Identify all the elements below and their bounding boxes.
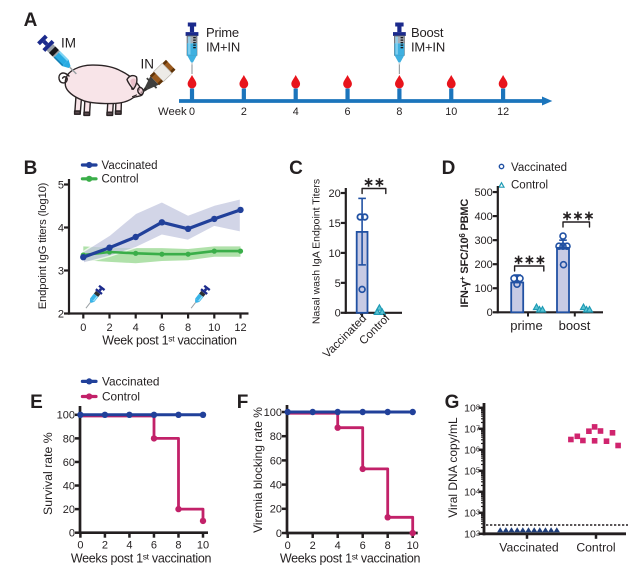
svg-text:Week post 1st vaccination: Week post 1st vaccination [102,334,237,348]
svg-text:2: 2 [58,308,64,320]
svg-text:Nasal wash IgA Endpoint Titers: Nasal wash IgA Endpoint Titers [311,179,323,324]
svg-text:10: 10 [197,540,209,552]
svg-text:Endpoint IgG titers (log10): Endpoint IgG titers (log10) [37,182,49,309]
svg-text:80: 80 [270,431,282,443]
svg-text:107: 107 [464,423,480,435]
svg-text:2: 2 [106,322,112,334]
svg-text:15: 15 [329,218,341,230]
svg-text:103: 103 [464,507,480,519]
svg-text:4: 4 [335,540,341,552]
svg-text:∗∗: ∗∗ [363,175,385,190]
svg-text:2: 2 [102,540,108,552]
svg-text:6: 6 [345,106,351,118]
svg-text:0: 0 [285,540,291,552]
svg-text:105: 105 [464,465,480,477]
svg-text:60: 60 [63,457,75,469]
svg-text:Control: Control [511,180,548,192]
svg-text:G: G [445,392,460,413]
svg-text:3: 3 [58,265,64,277]
svg-text:400: 400 [474,211,492,223]
svg-text:Viral DNA copy/mL: Viral DNA copy/mL [446,417,460,518]
svg-text:prime: prime [510,318,543,333]
svg-text:5: 5 [335,278,341,290]
svg-text:104: 104 [464,486,480,498]
svg-text:D: D [442,158,456,179]
svg-text:Vaccinated: Vaccinated [102,160,158,172]
svg-text:C: C [289,158,303,179]
svg-text:108: 108 [464,402,480,414]
svg-text:20: 20 [270,504,282,516]
svg-text:2: 2 [241,106,247,118]
svg-text:IN: IN [141,57,155,72]
svg-text:6: 6 [159,322,165,334]
svg-text:102: 102 [464,528,480,540]
svg-text:100: 100 [57,410,75,422]
svg-text:IM+IN: IM+IN [411,40,445,55]
svg-text:300: 300 [474,235,492,247]
svg-text:Vaccinated: Vaccinated [511,162,567,174]
svg-text:4: 4 [126,540,132,552]
svg-text:40: 40 [270,480,282,492]
svg-text:Weeks post 1st vaccination: Weeks post 1st vaccination [71,552,212,566]
svg-text:4: 4 [133,322,139,334]
svg-text:A: A [24,10,38,31]
svg-text:6: 6 [360,540,366,552]
svg-text:200: 200 [474,259,492,271]
svg-text:0: 0 [276,528,282,540]
svg-text:Prime: Prime [206,25,239,40]
svg-text:20: 20 [329,188,341,200]
svg-text:Survival rate %: Survival rate % [41,432,55,515]
svg-text:8: 8 [185,322,191,334]
svg-text:6: 6 [151,540,157,552]
svg-text:8: 8 [396,106,402,118]
svg-text:10: 10 [329,248,341,260]
svg-text:10: 10 [407,540,419,552]
svg-text:5: 5 [58,179,64,191]
svg-text:IM+IN: IM+IN [206,40,240,55]
svg-text:0: 0 [487,307,493,319]
svg-text:Control: Control [102,389,140,403]
svg-text:Week: Week [158,106,187,118]
svg-text:12: 12 [497,106,509,118]
svg-text:Vaccinated: Vaccinated [499,541,558,555]
svg-text:500: 500 [474,187,492,199]
svg-text:Control: Control [576,541,615,555]
svg-text:∗∗∗: ∗∗∗ [562,208,595,223]
svg-text:E: E [30,392,43,413]
svg-text:Weeks post 1st vaccination: Weeks post 1st vaccination [280,552,421,566]
svg-text:F: F [237,392,249,413]
svg-text:Vaccinated: Vaccinated [102,374,160,388]
svg-text:4: 4 [58,222,64,234]
svg-text:10: 10 [445,106,457,118]
svg-text:Boost: Boost [411,25,444,40]
svg-text:20: 20 [63,504,75,516]
svg-text:40: 40 [63,480,75,492]
svg-text:boost: boost [559,318,591,333]
svg-text:12: 12 [234,322,246,334]
svg-text:0: 0 [69,528,75,540]
svg-text:IM: IM [61,36,76,51]
svg-text:0: 0 [77,540,83,552]
svg-text:100: 100 [474,283,492,295]
svg-text:100: 100 [264,407,282,419]
svg-text:8: 8 [385,540,391,552]
svg-text:4: 4 [293,106,299,118]
svg-text:0: 0 [189,106,195,118]
svg-text:IFN-γ+ SFC/106 PBMC: IFN-γ+ SFC/106 PBMC [458,199,471,308]
svg-text:106: 106 [464,444,480,456]
svg-text:Viremia blocking rate %: Viremia blocking rate % [251,407,265,533]
svg-text:10: 10 [208,322,220,334]
svg-text:B: B [24,158,38,179]
svg-text:8: 8 [175,540,181,552]
svg-text:0: 0 [335,308,341,320]
svg-text:60: 60 [270,455,282,467]
svg-text:∗∗∗: ∗∗∗ [513,252,546,267]
svg-text:Control: Control [102,173,139,185]
svg-text:2: 2 [310,540,316,552]
svg-text:80: 80 [63,433,75,445]
svg-text:0: 0 [80,322,86,334]
